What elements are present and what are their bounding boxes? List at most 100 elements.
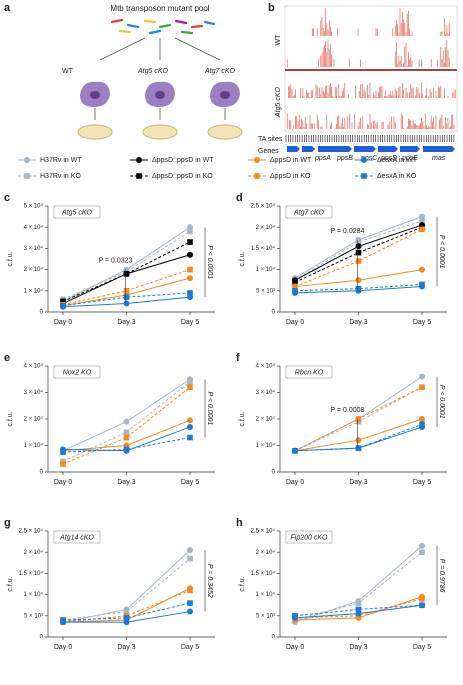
data-point bbox=[355, 445, 362, 451]
chart: c c.f.u. 0 1 × 10⁴ 2 × 10⁴ 3 × 10⁴ 4 × 10⁴ 5 × … bbox=[4, 192, 215, 326]
gene-label: ppsC bbox=[360, 155, 378, 162]
data-point bbox=[419, 384, 425, 390]
y-tick-label: 2 × 10⁴ bbox=[24, 416, 44, 423]
legend-marker bbox=[136, 157, 142, 163]
data-point bbox=[187, 266, 193, 273]
x-tick-label: Day 0 bbox=[54, 644, 72, 651]
y-tick-label: 1 × 10⁴ bbox=[256, 442, 276, 449]
data-point bbox=[355, 606, 362, 613]
row-label: TA sites bbox=[258, 136, 283, 143]
x-tick-label: Day 5 bbox=[413, 319, 431, 326]
x-tick-label: Day 5 bbox=[181, 644, 199, 651]
data-point bbox=[355, 258, 362, 264]
y-tick-label: 0 bbox=[40, 310, 44, 316]
x-tick-label: Day 3 bbox=[349, 319, 367, 326]
data-point bbox=[60, 617, 66, 623]
x-tick-label: Day 3 bbox=[117, 479, 135, 486]
data-point bbox=[187, 379, 193, 385]
gene-label: ppsE bbox=[401, 155, 418, 162]
inset-title-box bbox=[285, 205, 333, 219]
data-point bbox=[419, 421, 425, 428]
data-point bbox=[355, 249, 362, 256]
y-axis-label: c.f.u. bbox=[239, 576, 246, 591]
inset-title-box bbox=[285, 530, 333, 544]
gene-label: ppsD bbox=[380, 155, 397, 162]
gene-label: mas bbox=[432, 155, 446, 162]
data-point bbox=[187, 587, 193, 594]
data-point bbox=[419, 373, 425, 380]
legend-label: H37Rv in KO bbox=[40, 173, 81, 180]
p-value: P < 0.0001 bbox=[438, 235, 445, 269]
legend-label: ΔesxA in WT bbox=[377, 157, 418, 164]
y-tick-label: 1 × 10⁴ bbox=[24, 442, 44, 449]
chart: h c.f.u. 0 5 × 10³ 1 × 10⁴ 1.5 × 10⁴ 2 × 10⁴ 2.… bbox=[236, 517, 447, 651]
inset-title-box bbox=[53, 365, 101, 379]
y-tick-label: 1.5 × 10⁴ bbox=[251, 570, 276, 577]
series-line bbox=[294, 604, 423, 617]
inset-title-box bbox=[53, 530, 101, 544]
data-point bbox=[355, 437, 362, 444]
data-point bbox=[419, 602, 425, 608]
data-point bbox=[355, 243, 362, 250]
x-tick-label: Day 3 bbox=[349, 644, 367, 651]
y-tick-label: 2.5 × 10⁴ bbox=[251, 203, 276, 210]
gene-arrow bbox=[423, 146, 455, 152]
y-tick-label: 4 × 10⁴ bbox=[24, 363, 44, 370]
legend-marker bbox=[361, 157, 367, 163]
data-point bbox=[419, 596, 425, 602]
data-point bbox=[187, 423, 193, 430]
panel-label: b bbox=[268, 2, 275, 14]
cells bbox=[80, 81, 240, 107]
gene-arrow bbox=[287, 146, 300, 152]
data-point bbox=[292, 279, 298, 286]
panel-label: h bbox=[236, 517, 243, 529]
data-point bbox=[60, 461, 66, 467]
x-tick-label: Day 0 bbox=[286, 644, 304, 651]
data-point bbox=[60, 302, 66, 309]
track-label: Atg5 cKO bbox=[275, 86, 282, 118]
panel-label: g bbox=[4, 517, 11, 529]
panel-label: c bbox=[4, 192, 10, 204]
data-point bbox=[419, 549, 425, 555]
arrows bbox=[94, 37, 226, 120]
gene-arrow bbox=[354, 146, 376, 152]
y-tick-label: 1 × 10⁴ bbox=[256, 591, 276, 598]
y-tick-label: 1.5 × 10⁴ bbox=[19, 570, 44, 577]
p-value: P < 0.0001 bbox=[206, 392, 213, 426]
data-point bbox=[123, 429, 130, 436]
legend-marker bbox=[24, 157, 30, 163]
p-value: P < 0.0001 bbox=[206, 245, 213, 279]
data-point bbox=[123, 446, 130, 453]
x-tick-label: Day 3 bbox=[349, 479, 367, 486]
y-axis-label: c.f.u. bbox=[7, 411, 14, 426]
inset-title: Atg5 cKO bbox=[61, 209, 93, 216]
data-point bbox=[419, 416, 425, 422]
x-tick-label: Day 0 bbox=[286, 479, 304, 486]
gene-arrow bbox=[302, 146, 315, 152]
p-value: P < 0.0001 bbox=[438, 385, 445, 419]
y-tick-label: 5 × 10³ bbox=[256, 288, 275, 294]
track-frame bbox=[284, 5, 458, 133]
inset-title: Nox2 KO bbox=[63, 369, 92, 376]
series-line bbox=[62, 589, 191, 623]
y-tick-label: 2.5 × 10⁴ bbox=[19, 528, 44, 535]
y-tick-label: 4 × 10⁴ bbox=[256, 363, 276, 370]
p-value: P = 0.0008 bbox=[331, 407, 365, 414]
y-tick-label: 5 × 10³ bbox=[24, 613, 43, 619]
legend-marker bbox=[24, 173, 30, 179]
data-point bbox=[187, 555, 193, 562]
chart: f c.f.u. 0 1 × 10⁴ 2 × 10⁴ 3 × 10⁴ 4 × 10⁴ Day … bbox=[236, 352, 447, 486]
p-value: P = 0.0323 bbox=[99, 257, 133, 264]
data-point bbox=[60, 298, 66, 305]
data-point bbox=[292, 448, 298, 454]
panel-label: d bbox=[236, 192, 243, 204]
gene-arrow bbox=[378, 146, 398, 152]
mutant-pool bbox=[110, 18, 216, 35]
y-tick-label: 2 × 10⁴ bbox=[256, 549, 276, 556]
track-label: WT bbox=[275, 34, 282, 46]
series-line bbox=[62, 558, 191, 621]
data-point bbox=[187, 239, 193, 245]
legend-label: ΔppsD::ppsD in WT bbox=[152, 157, 214, 164]
dishes bbox=[77, 124, 243, 140]
